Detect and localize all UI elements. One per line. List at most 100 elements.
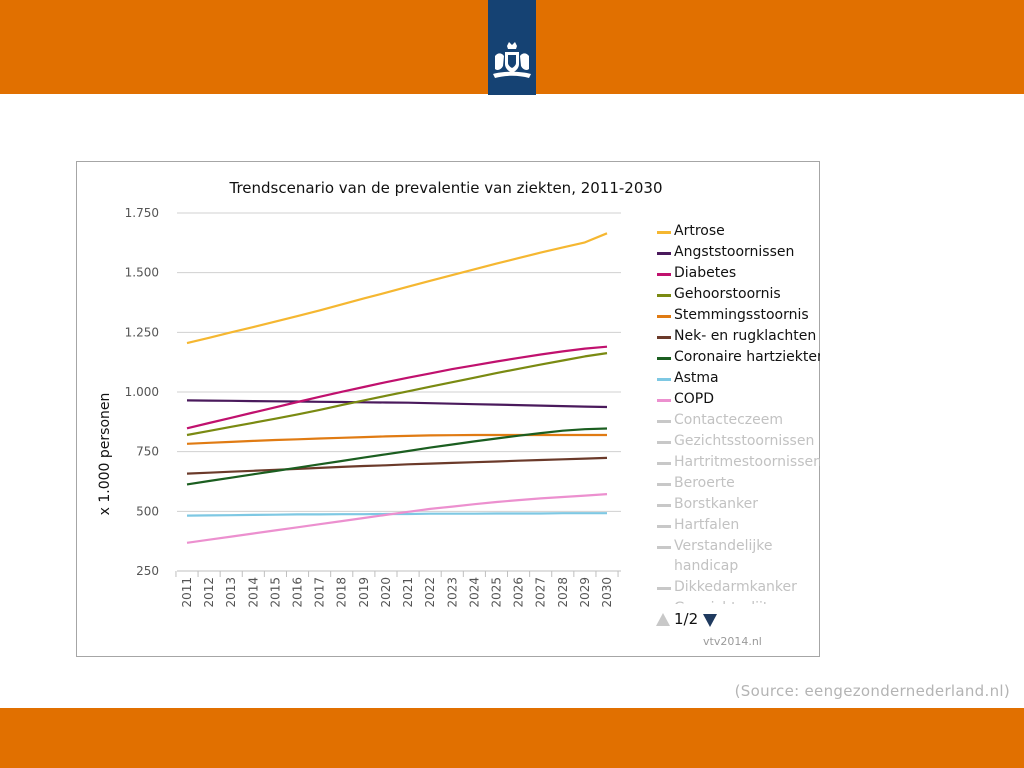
legend-item-verstandelijke-handicap[interactable]: Verstandelijke handicap <box>656 536 820 577</box>
x-tick-label: 2025 <box>489 577 503 608</box>
legend-swatch <box>657 462 671 465</box>
legend-label: COPD <box>674 391 715 407</box>
y-tick-label: 500 <box>136 504 159 518</box>
x-tick-label: 2024 <box>467 577 481 608</box>
legend-swatch <box>657 441 671 444</box>
source-note: (Source: eengezondernederland.nl) <box>734 682 1010 700</box>
series-line-gehoorstoornis[interactable] <box>186 352 608 437</box>
legend-swatch <box>657 252 671 255</box>
line-chart: Trendscenario van de prevalentie van zie… <box>97 179 663 608</box>
x-tick-label: 2017 <box>313 577 327 608</box>
y-tick-label: 250 <box>136 564 159 578</box>
legend-swatch <box>657 231 671 234</box>
legend-item-dikkedarmkanker[interactable]: Dikkedarmkanker <box>656 577 820 598</box>
legend-item-coronaire-hartziekten[interactable]: Coronaire hartziekten <box>656 347 820 368</box>
x-tick-label: 2018 <box>335 577 349 608</box>
y-tick-label: 1.750 <box>125 206 159 220</box>
legend-item-beroerte[interactable]: Beroerte <box>656 473 820 494</box>
y-tick-label: 750 <box>136 445 159 459</box>
x-tick-label: 2030 <box>600 577 614 608</box>
legend-item-gezichtsstoornissen[interactable]: Gezichtsstoornissen <box>656 431 820 452</box>
bottom-orange-band <box>0 708 1024 768</box>
triangle-up-icon[interactable] <box>656 613 670 626</box>
legend-label: Gezichtsstoornissen <box>674 433 815 449</box>
legend-swatch <box>657 420 671 423</box>
x-tick-label: 2028 <box>556 577 570 608</box>
legend-label: Gewrichtsslijtage <box>674 600 794 604</box>
legend-item-gehoorstoornis[interactable]: Gehoorstoornis <box>656 284 820 305</box>
series-line-nek-en-rugklachten[interactable] <box>186 456 608 475</box>
legend-item-contacteczeem[interactable]: Contacteczeem <box>656 410 820 431</box>
legend-page-indicator: 1/2 <box>674 610 699 628</box>
legend-label: Stemmingsstoornis <box>674 307 809 323</box>
x-tick-label: 2011 <box>180 577 194 608</box>
x-tick-label: 2029 <box>578 577 592 608</box>
legend-item-stemmingsstoornis[interactable]: Stemmingsstoornis <box>656 305 820 326</box>
chart-credit: vtv2014.nl <box>703 635 762 648</box>
x-tick-label: 2012 <box>202 577 216 608</box>
series-line-artrose[interactable] <box>186 232 608 345</box>
y-axis-label: x 1.000 personen <box>97 393 113 516</box>
legend-item-gewrichtsslijtage[interactable]: Gewrichtsslijtage <box>656 598 820 604</box>
legend-item-diabetes[interactable]: Diabetes <box>656 263 820 284</box>
legend-swatch <box>657 504 671 507</box>
legend-label: Dikkedarmkanker <box>674 579 797 595</box>
legend-label: Hartfalen <box>674 517 740 533</box>
series-line-diabetes[interactable] <box>186 345 608 430</box>
chart-title: Trendscenario van de prevalentie van zie… <box>228 179 662 197</box>
legend-item-nek-en-rugklachten[interactable]: Nek- en rugklachten <box>656 326 820 347</box>
legend-item-copd[interactable]: COPD <box>656 389 820 410</box>
x-tick-label: 2014 <box>246 577 260 608</box>
y-tick-label: 1.000 <box>125 385 159 399</box>
legend-label: Coronaire hartziekten <box>674 349 820 365</box>
x-tick-label: 2022 <box>423 577 437 608</box>
legend-item-astma[interactable]: Astma <box>656 368 820 389</box>
legend-label: Borstkanker <box>674 496 758 512</box>
x-tick-label: 2026 <box>512 577 526 608</box>
legend-swatch <box>657 483 671 486</box>
legend-label: Artrose <box>674 223 725 239</box>
legend-swatch <box>657 546 671 549</box>
royal-coat-of-arms-icon <box>493 42 531 78</box>
legend-swatch <box>657 378 671 381</box>
legend-label: Diabetes <box>674 265 737 281</box>
y-tick-label: 1.500 <box>125 266 159 280</box>
x-tick-label: 2023 <box>445 577 459 608</box>
series-line-angststoornissen[interactable] <box>186 399 608 409</box>
series-line-copd[interactable] <box>186 493 608 544</box>
legend-label: Beroerte <box>674 475 735 491</box>
legend-swatch <box>657 294 671 297</box>
x-tick-label: 2016 <box>291 577 305 608</box>
legend-label: Gehoorstoornis <box>674 286 781 302</box>
x-tick-label: 2019 <box>357 577 371 608</box>
legend-item-angststoornissen[interactable]: Angststoornissen <box>656 242 820 263</box>
series-line-coronaire-hartziekten[interactable] <box>186 427 608 486</box>
legend-label: Contacteczeem <box>674 412 783 428</box>
legend-item-hartfalen[interactable]: Hartfalen <box>656 515 820 536</box>
legend-swatch <box>657 525 671 528</box>
legend-item-artrose[interactable]: Artrose <box>656 221 820 242</box>
legend-swatch <box>657 357 671 360</box>
legend-label: Verstandelijke handicap <box>674 538 773 574</box>
legend-label: Nek- en rugklachten <box>674 328 817 344</box>
x-tick-label: 2013 <box>224 577 238 608</box>
legend-swatch <box>657 399 671 402</box>
legend-label: Hartritmestoornissen <box>674 454 820 470</box>
legend-swatch <box>657 587 671 590</box>
legend-item-hartritmestoornissen[interactable]: Hartritmestoornissen <box>656 452 820 473</box>
legend-swatch <box>657 273 671 276</box>
chart-legend: Artrose Angststoornissen Diabetes Gehoorsto… <box>656 221 820 604</box>
x-tick-label: 2021 <box>401 577 415 608</box>
triangle-down-icon[interactable] <box>703 614 717 627</box>
legend-swatch <box>657 315 671 318</box>
x-tick-label: 2015 <box>268 577 282 608</box>
chart-widget: Trendscenario van de prevalentie van zie… <box>76 161 820 657</box>
legend-label: Angststoornissen <box>674 244 795 260</box>
x-tick-label: 2020 <box>379 577 393 608</box>
series-line-stemmingsstoornis[interactable] <box>186 433 607 445</box>
legend-swatch <box>657 336 671 339</box>
x-tick-label: 2027 <box>534 577 548 608</box>
y-tick-label: 1.250 <box>125 325 159 339</box>
legend-item-borstkanker[interactable]: Borstkanker <box>656 494 820 515</box>
legend-label: Astma <box>674 370 719 386</box>
